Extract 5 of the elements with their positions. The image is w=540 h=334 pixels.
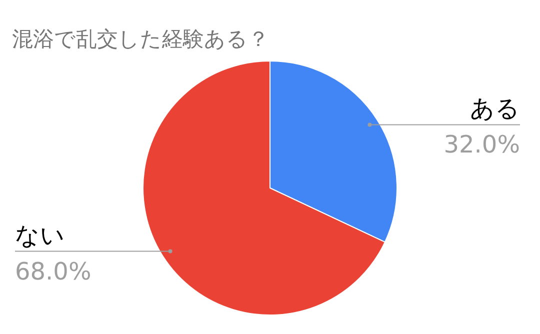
data-label: 68.0% — [15, 257, 92, 286]
data-label: 32.0% — [444, 130, 520, 159]
slice-label: ない — [15, 221, 65, 250]
slice-label: ある — [470, 94, 520, 123]
chart-title: 混浴で乱交した経験ある？ — [12, 27, 269, 51]
